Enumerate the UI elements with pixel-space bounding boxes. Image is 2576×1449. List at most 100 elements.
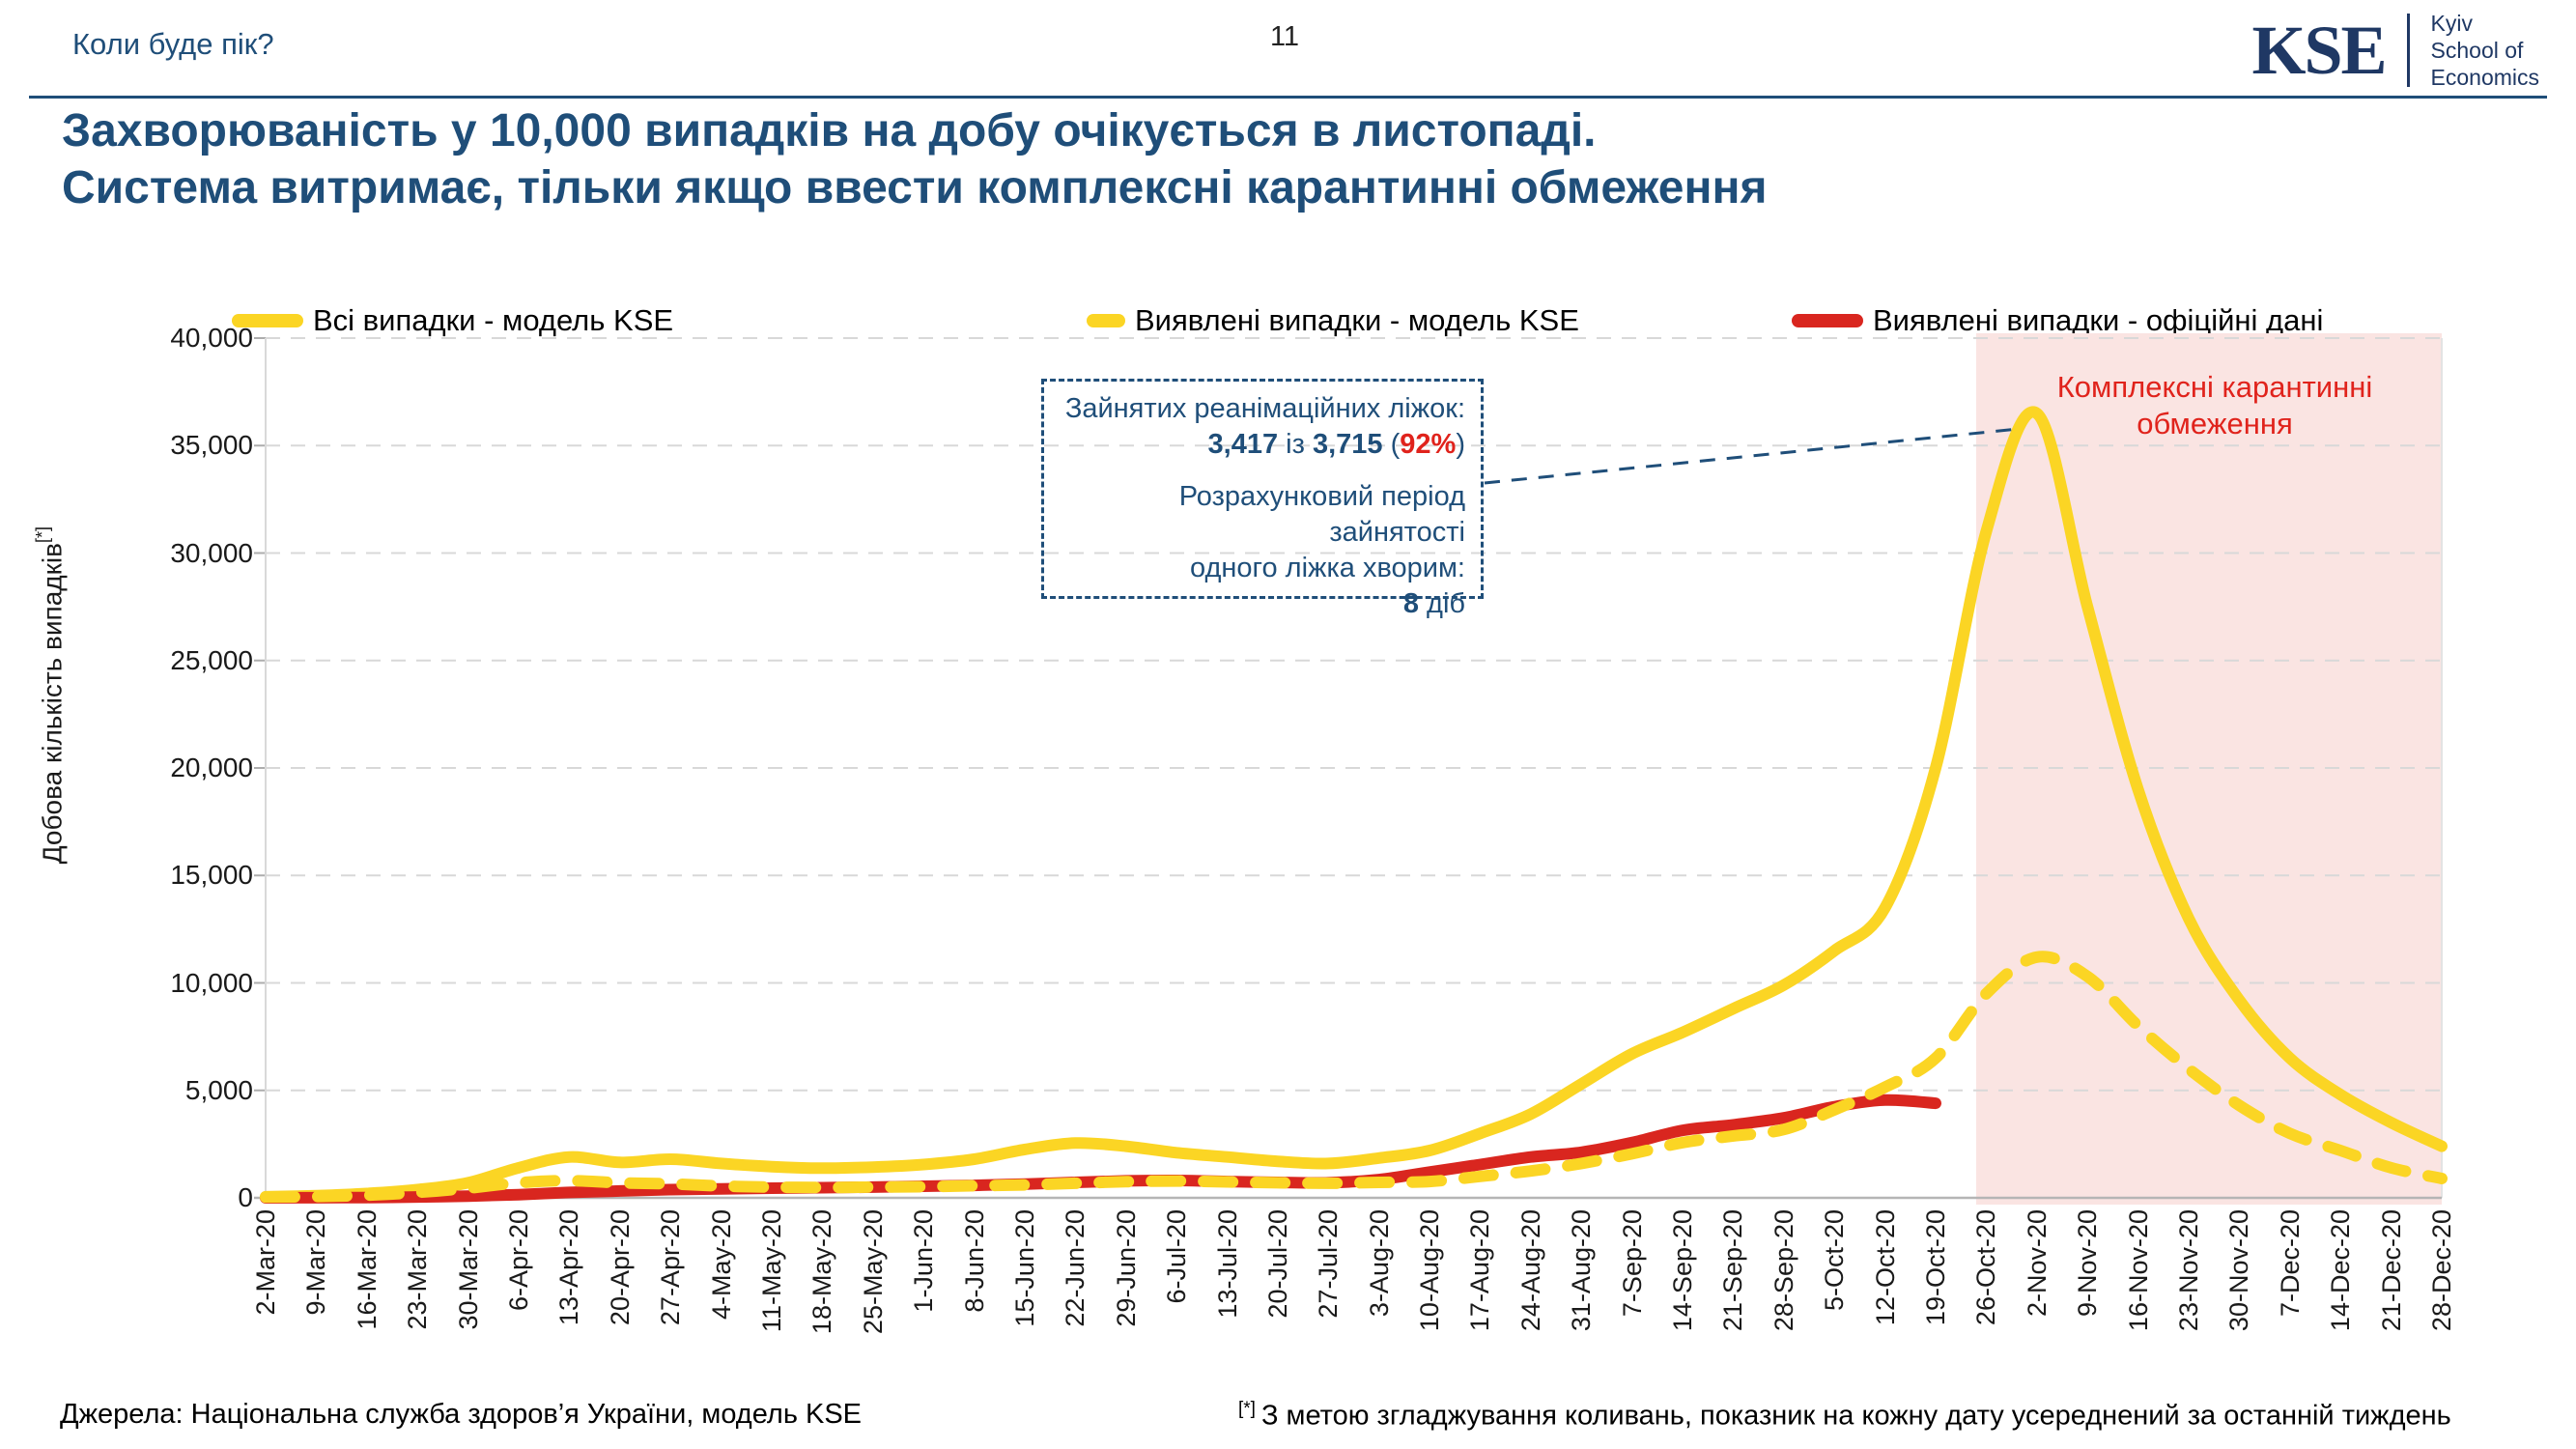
x-tick-label: 19-Oct-20 <box>1921 1209 1951 1326</box>
callout-line-beds-value: 3,417 із 3,715 (92%) <box>1054 427 1465 463</box>
x-tick-label: 1-Jun-20 <box>909 1209 939 1313</box>
legend-marker-solid-yellow <box>232 314 303 327</box>
x-tick-label: 20-Jul-20 <box>1262 1209 1292 1319</box>
legend-label-all-cases-model: Всі випадки - модель KSE <box>313 303 674 337</box>
x-tick-label: 4-May-20 <box>706 1209 736 1321</box>
x-tick-label: 16-Mar-20 <box>352 1209 382 1330</box>
logo-line-2: School of <box>2430 38 2524 63</box>
callout-text-part: 8 <box>1402 588 1419 619</box>
slide-kicker: Коли буде пік? <box>72 27 274 61</box>
legend-marker-solid-red <box>1792 314 1863 327</box>
x-tick-label: 7-Sep-20 <box>1617 1209 1647 1318</box>
legend-item-detected-official: Виявлені випадки - офіційні дані <box>1792 301 2323 340</box>
y-tick-label: 35,000 <box>170 430 253 461</box>
x-tick-label: 23-Nov-20 <box>2174 1209 2204 1332</box>
kse-logo-name: Kyiv School of Economics <box>2431 10 2539 91</box>
kse-logo-acronym: KSE <box>2251 11 2387 89</box>
x-tick-label: 15-Jun-20 <box>1009 1209 1039 1327</box>
x-tick-label: 12-Oct-20 <box>1870 1209 1900 1326</box>
x-tick-label: 21-Sep-20 <box>1718 1209 1748 1332</box>
logo-line-1: Kyiv <box>2430 11 2473 36</box>
slide-title-line-2: Система витримає, тільки якщо ввести ком… <box>62 162 1768 213</box>
x-tick-label: 2-Nov-20 <box>2022 1209 2052 1318</box>
chart-canvas <box>254 333 2449 1205</box>
x-tick-label: 26-Oct-20 <box>1971 1209 2001 1326</box>
x-tick-label: 13-Jul-20 <box>1212 1209 1242 1319</box>
y-tick-label: 20,000 <box>170 753 253 782</box>
y-axis-footnote-marker: [*] <box>33 526 52 544</box>
callout-spacer <box>1054 463 1465 479</box>
x-tick-label: 28-Dec-20 <box>2427 1209 2456 1332</box>
page-number: 11 <box>1269 21 1300 52</box>
callout-text-part: ) <box>1456 429 1465 460</box>
callout-text-part: 92% <box>1400 429 1457 460</box>
x-tick-label: 18-May-20 <box>807 1209 837 1335</box>
quarantine-region-label: Комплексні карантинні обмеження <box>2056 370 2373 440</box>
logo-line-3: Economics <box>2430 65 2539 90</box>
x-tick-label: 21-Dec-20 <box>2376 1209 2406 1332</box>
sources-note: Джерела: Національна служба здоров’я Укр… <box>60 1399 863 1430</box>
callout-text-part: діб <box>1418 588 1465 619</box>
x-tick-label: 31-Aug-20 <box>1567 1209 1597 1332</box>
x-tick-label: 9-Nov-20 <box>2073 1209 2103 1318</box>
x-tick-label: 23-Mar-20 <box>403 1209 433 1330</box>
x-tick-label: 16-Nov-20 <box>2123 1209 2153 1332</box>
chart-plot-area: Зайнятих реанімаційних ліжок: 3,417 із 3… <box>254 333 2449 1205</box>
x-tick-label: 27-Jul-20 <box>1314 1209 1344 1319</box>
x-tick-label: 25-May-20 <box>858 1209 888 1335</box>
footnote-marker: [*] <box>1238 1399 1256 1419</box>
footnote: [*] З метою згладжування коливань, показн… <box>1238 1399 2451 1433</box>
y-tick-label: 5,000 <box>184 1074 253 1105</box>
legend-item-all-cases-model: Всі випадки - модель KSE <box>232 301 673 340</box>
x-tick-label: 9-Mar-20 <box>301 1209 331 1316</box>
legend-label-detected-model: Виявлені випадки - модель KSE <box>1135 303 1579 337</box>
x-tick-label: 28-Sep-20 <box>1769 1209 1798 1332</box>
x-tick-label: 10-Aug-20 <box>1415 1209 1445 1332</box>
callout-line-period-value: 8 діб <box>1054 586 1465 622</box>
legend-marker-dashed-yellow <box>1087 314 1125 327</box>
x-tick-label: 13-Apr-20 <box>554 1209 584 1326</box>
x-tick-label: 11-May-20 <box>756 1209 786 1333</box>
slide-title-line-1: Захворюваність у 10,000 випадків на добу… <box>62 105 1597 156</box>
footnote-text: З метою згладжування коливань, показник … <box>1260 1400 2451 1432</box>
x-tick-label: 2-Mar-20 <box>251 1209 280 1316</box>
y-axis-title-text: Добова кількість випадків <box>37 543 68 865</box>
x-tick-label: 17-Aug-20 <box>1465 1209 1495 1332</box>
x-tick-label: 29-Jun-20 <box>1111 1209 1141 1327</box>
kse-logo: KSE Kyiv School of Economics <box>2251 10 2539 91</box>
callout-line-beds-title: Зайнятих реанімаційних ліжок: <box>1064 393 1465 424</box>
y-tick-label: 15,000 <box>170 860 253 891</box>
y-tick-label: 25,000 <box>170 644 253 675</box>
x-tick-label: 8-Jun-20 <box>959 1209 989 1313</box>
x-tick-label: 20-Apr-20 <box>605 1209 635 1326</box>
header-divider <box>29 96 2547 99</box>
y-tick-label: 40,000 <box>170 323 253 353</box>
legend-label-detected-official: Виявлені випадки - офіційні дані <box>1873 303 2324 337</box>
x-tick-label: 27-Apr-20 <box>656 1209 686 1326</box>
callout-text-part: із <box>1278 429 1313 460</box>
x-tick-label: 30-Mar-20 <box>453 1209 483 1330</box>
y-tick-label: 30,000 <box>170 537 253 568</box>
series-detected-model <box>260 951 2448 1204</box>
series-all-cases-model <box>260 406 2448 1203</box>
callout-line-period-title-2: одного ліжка хворим: <box>1190 553 1465 583</box>
callout-line-period-title-1: Розрахунковий період зайнятості <box>1178 481 1465 548</box>
legend-item-detected-model: Виявлені випадки - модель KSE <box>1087 301 1579 340</box>
y-tick-label: 0 <box>238 1182 253 1212</box>
x-tick-label: 6-Apr-20 <box>503 1209 533 1312</box>
x-tick-label: 30-Nov-20 <box>2224 1209 2254 1332</box>
icu-beds-callout: Зайнятих реанімаційних ліжок: 3,417 із 3… <box>1041 379 1484 619</box>
y-tick-label: 10,000 <box>170 967 253 998</box>
x-tick-label: 3-Aug-20 <box>1364 1209 1394 1318</box>
callout-text-part: 3,417 <box>1207 429 1279 460</box>
x-tick-label: 5-Oct-20 <box>1820 1209 1850 1312</box>
callout-text-part: 3,715 <box>1312 429 1383 460</box>
x-tick-label: 14-Sep-20 <box>1668 1209 1698 1332</box>
x-tick-label: 22-Jun-20 <box>1061 1209 1090 1327</box>
y-axis-title: Добова кількість випадків[*] <box>33 526 68 864</box>
callout-text-part: ( <box>1382 429 1401 460</box>
logo-divider <box>2406 14 2410 87</box>
x-tick-label: 7-Dec-20 <box>2275 1209 2305 1318</box>
x-tick-label: 14-Dec-20 <box>2326 1209 2356 1332</box>
